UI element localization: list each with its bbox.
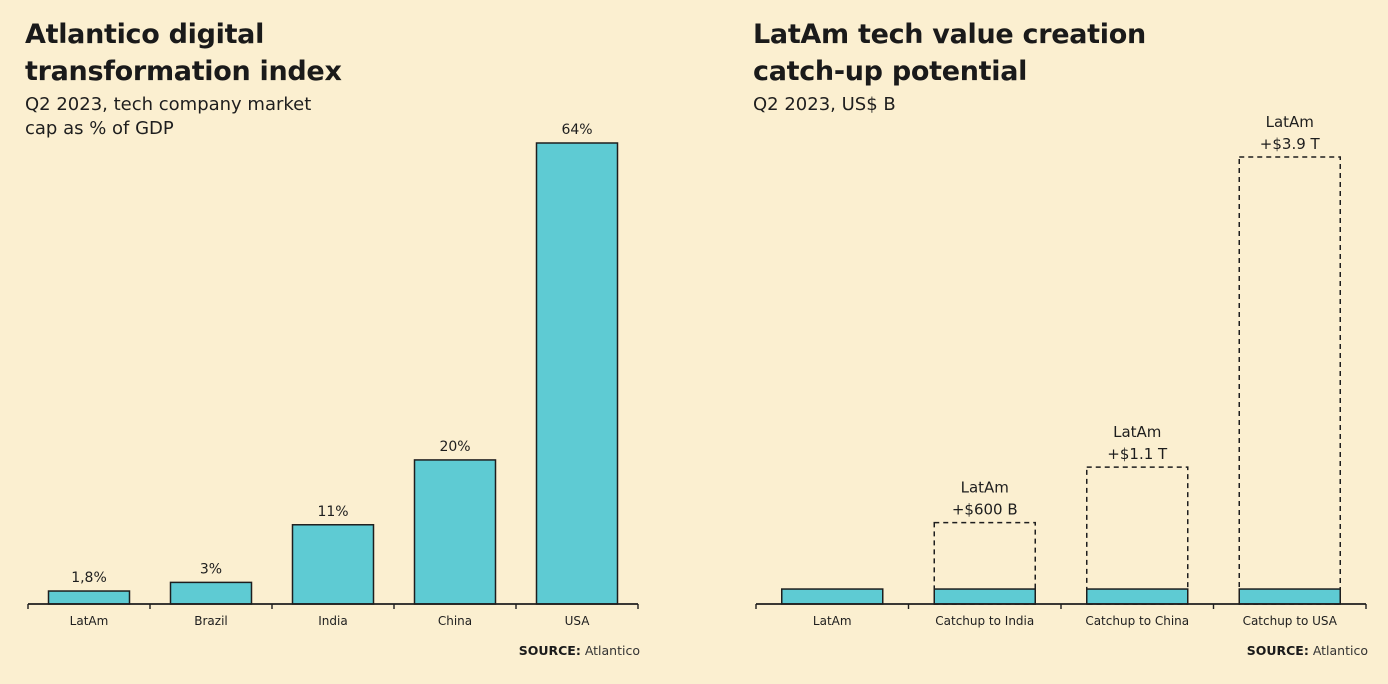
left-chart-title: Atlantico digital transformation index xyxy=(25,19,342,87)
tick-label-china: China xyxy=(438,614,472,628)
base-bar-latam xyxy=(781,588,884,605)
tick-label-usa: USA xyxy=(565,614,591,628)
base-bar-catchup-to-china xyxy=(1086,588,1189,605)
tick-label-catchup-to-usa: Catchup to USA xyxy=(1243,614,1338,628)
data-label-catchup-to-china-line2: +$1.1 T xyxy=(1107,445,1168,463)
bar-latam xyxy=(47,590,131,605)
digital-index-bar-chart: 1,8% LatAm 3% Brazil 11% India 20% China 64% USA xyxy=(27,122,639,628)
potential-bar-catchup-to-india xyxy=(933,521,1036,605)
bar-brazil xyxy=(169,581,253,605)
tick-label-latam: LatAm xyxy=(70,614,109,628)
bar-china xyxy=(413,459,497,605)
data-label-china: 20% xyxy=(439,439,470,455)
right-chart-subtitle: Q2 2023, US$ B xyxy=(753,94,896,115)
right-source-note: SOURCE: Atlantico xyxy=(1247,643,1368,658)
potential-bar-catchup-to-china xyxy=(1086,466,1189,605)
tick-label-india: India xyxy=(318,614,347,628)
tick-label-catchup-to-india: Catchup to India xyxy=(935,614,1034,628)
potential-bar-catchup-to-usa xyxy=(1238,156,1341,605)
left-source-label: SOURCE: xyxy=(518,643,581,658)
right-chart-title: LatAm tech value creation catch-up poten… xyxy=(753,19,1146,87)
data-label-catchup-to-usa-line1: LatAm xyxy=(1266,113,1314,131)
base-bar-catchup-to-usa xyxy=(1238,588,1341,605)
tick-label-brazil: Brazil xyxy=(194,614,228,628)
catch-up-potential-bar-chart: LatAm LatAm +$600 B Catchup to India LatAm +$… xyxy=(755,113,1367,628)
data-label-catchup-to-india-line1: LatAm xyxy=(961,479,1009,497)
data-label-india: 11% xyxy=(317,504,348,520)
left-source-value: Atlantico xyxy=(584,643,640,658)
right-source-value: Atlantico xyxy=(1312,643,1368,658)
left-chart-subtitle: Q2 2023, tech company market cap as % of… xyxy=(25,94,312,139)
tick-label-catchup-to-china: Catchup to China xyxy=(1085,614,1189,628)
bar-india xyxy=(291,524,375,605)
base-bar-catchup-to-india xyxy=(933,588,1036,605)
data-label-catchup-to-usa-line2: +$3.9 T xyxy=(1260,135,1321,153)
right-panel: LatAm tech value creation catch-up poten… xyxy=(700,0,1388,684)
right-source-label: SOURCE: xyxy=(1246,643,1309,658)
data-label-catchup-to-india-line2: +$600 B xyxy=(952,501,1018,519)
data-label-usa: 64% xyxy=(561,122,592,138)
left-panel: Atlantico digital transformation index Q… xyxy=(0,0,660,684)
bar-usa xyxy=(535,142,619,605)
data-label-catchup-to-china-line1: LatAm xyxy=(1113,423,1161,441)
data-label-brazil: 3% xyxy=(200,561,222,577)
tick-label-latam: LatAm xyxy=(813,614,852,628)
data-label-latam: 1,8% xyxy=(71,570,107,586)
left-source-note: SOURCE: Atlantico xyxy=(519,643,640,658)
